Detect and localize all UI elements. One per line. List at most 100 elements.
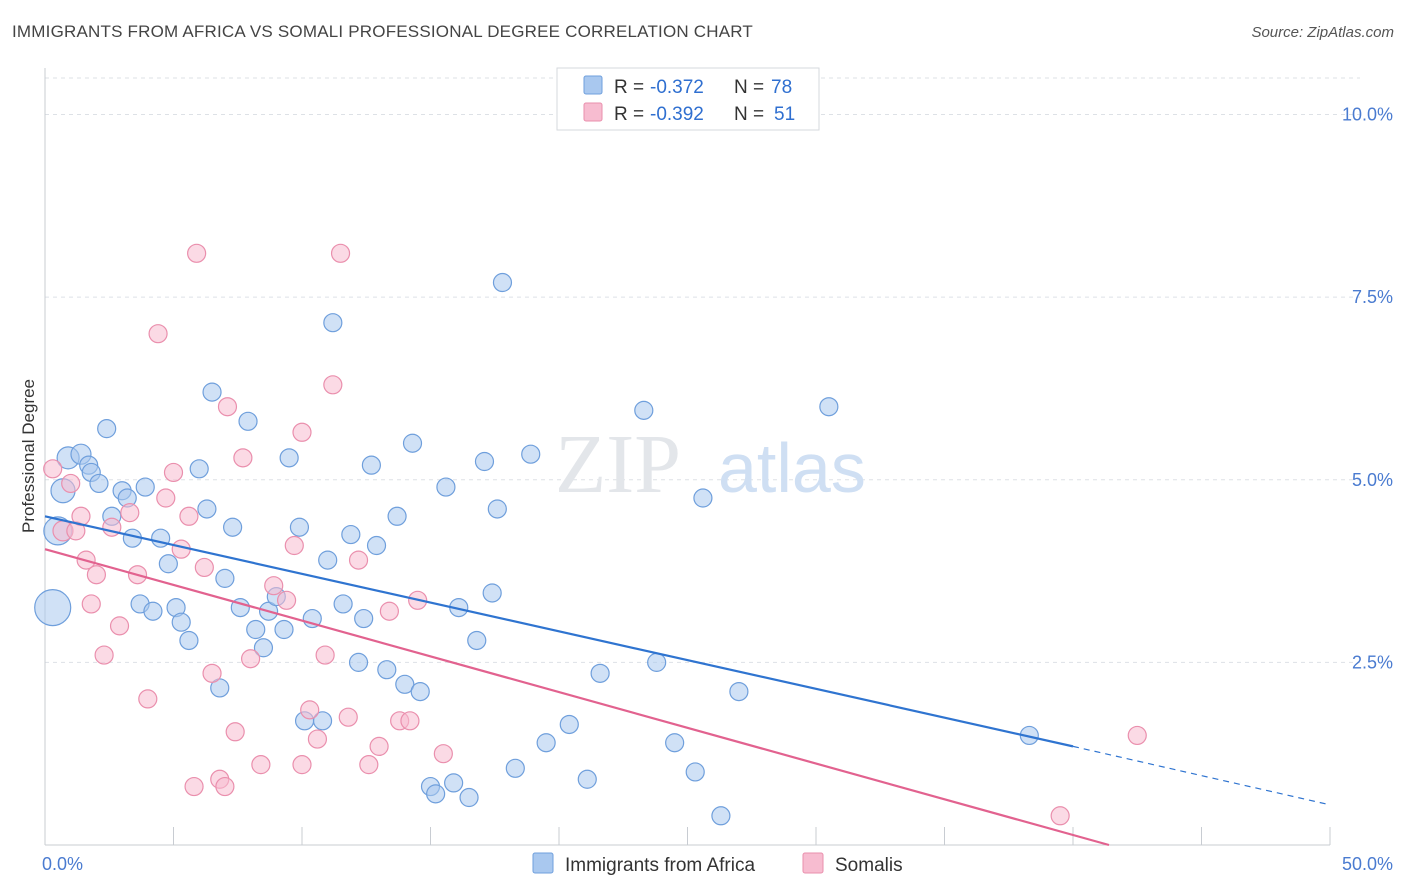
point-somali: [61, 473, 81, 494]
legend-r-label: R =: [614, 77, 644, 98]
point-somali: [307, 729, 328, 749]
point-somali: [369, 736, 389, 756]
point-somali: [233, 448, 253, 468]
legend-n-value: 51: [774, 104, 795, 125]
point-africa: [179, 630, 199, 651]
point-somali: [433, 744, 453, 764]
point-somali: [179, 506, 199, 526]
point-africa: [354, 608, 374, 629]
point-somali: [323, 375, 343, 395]
x-tick-label: 50.0%: [1342, 854, 1393, 874]
point-somali: [43, 459, 63, 479]
point-africa: [361, 455, 381, 475]
trend-lines: [44, 515, 1331, 847]
point-africa: [223, 517, 243, 537]
point-somali: [1127, 725, 1147, 746]
point-africa: [289, 517, 310, 537]
point-somali: [264, 576, 284, 596]
point-africa: [505, 758, 525, 778]
trend-line-africa: [44, 515, 1074, 748]
point-africa: [436, 477, 456, 497]
legend-swatch-somalis: [583, 102, 603, 122]
point-somali: [292, 422, 312, 442]
x-tick-label: 0.0%: [42, 854, 83, 874]
point-africa: [711, 806, 731, 826]
point-africa: [253, 638, 274, 658]
point-somali: [163, 462, 184, 483]
point-somali: [330, 243, 351, 263]
point-africa: [693, 488, 713, 508]
point-africa: [215, 568, 235, 588]
point-africa: [189, 459, 209, 479]
point-africa: [274, 619, 294, 640]
chart-title: IMMIGRANTS FROM AFRICA VS SOMALI PROFESS…: [12, 22, 754, 41]
legend: R = -0.372 N = 78 R = -0.392 N = 51: [556, 67, 820, 131]
point-africa: [97, 419, 117, 439]
trend-line-somali: [44, 548, 1110, 847]
point-africa: [143, 601, 163, 621]
point-somali: [1050, 806, 1070, 826]
point-africa: [444, 773, 464, 793]
point-africa: [366, 535, 387, 556]
point-africa: [665, 733, 685, 753]
bottom-legend-swatch-africa: [532, 852, 554, 874]
bottom-legend-label-africa: Immigrants from Africa: [565, 855, 755, 876]
point-africa: [202, 382, 222, 402]
point-africa: [34, 588, 72, 627]
legend-swatch-africa: [583, 75, 603, 95]
point-africa: [634, 400, 654, 420]
y-tick-label: 10.0%: [1342, 105, 1393, 125]
chart-source: Source: ZipAtlas.com: [1251, 24, 1394, 41]
point-somali: [138, 689, 158, 709]
legend-n-value: 78: [771, 77, 792, 98]
point-africa: [577, 769, 597, 789]
point-somali: [187, 243, 207, 263]
data-points: [34, 243, 1147, 826]
point-africa: [426, 784, 446, 804]
legend-row-somalis: R = -0.392 N = 51: [583, 102, 795, 125]
point-somali: [276, 590, 297, 610]
point-africa: [459, 787, 479, 808]
point-africa: [312, 711, 333, 731]
point-africa: [387, 506, 407, 526]
point-somali: [251, 755, 271, 775]
watermark-atlas: atlas: [718, 429, 866, 507]
point-africa: [492, 272, 513, 293]
bottom-legend: Immigrants from Africa Somalis: [532, 852, 903, 876]
point-somali: [338, 707, 358, 727]
point-africa: [410, 681, 430, 702]
point-africa: [559, 714, 579, 735]
point-somali: [94, 645, 114, 665]
point-africa: [246, 619, 266, 640]
tick-labels: 2.5% 5.0% 7.5% 10.0% 0.0% 50.0%: [42, 105, 1393, 874]
point-somali: [156, 488, 176, 508]
point-africa: [536, 733, 556, 753]
point-africa: [647, 652, 667, 672]
point-africa: [377, 660, 397, 680]
point-somali: [202, 663, 222, 683]
y-tick-label: 5.0%: [1352, 470, 1393, 490]
watermark-zip: ZIP: [555, 418, 681, 511]
legend-r-label: R =: [614, 104, 644, 125]
bottom-legend-swatch-somalis: [802, 852, 824, 874]
point-somali: [109, 616, 130, 636]
point-somali: [315, 645, 335, 665]
point-somali: [379, 601, 399, 621]
legend-n-label: N =: [734, 104, 764, 125]
point-africa: [348, 652, 369, 672]
point-africa: [323, 313, 343, 333]
legend-r-value: -0.392: [650, 104, 704, 125]
point-somali: [300, 700, 320, 720]
point-africa: [590, 663, 610, 683]
point-africa: [467, 630, 487, 651]
point-africa: [197, 499, 217, 519]
point-africa: [474, 451, 495, 472]
point-africa: [89, 473, 109, 494]
point-africa: [135, 477, 155, 497]
point-somali: [292, 755, 312, 775]
point-somali: [400, 711, 420, 731]
point-somali: [284, 535, 304, 556]
y-tick-label: 2.5%: [1352, 652, 1393, 672]
point-somali: [81, 594, 101, 614]
point-africa: [819, 397, 839, 417]
